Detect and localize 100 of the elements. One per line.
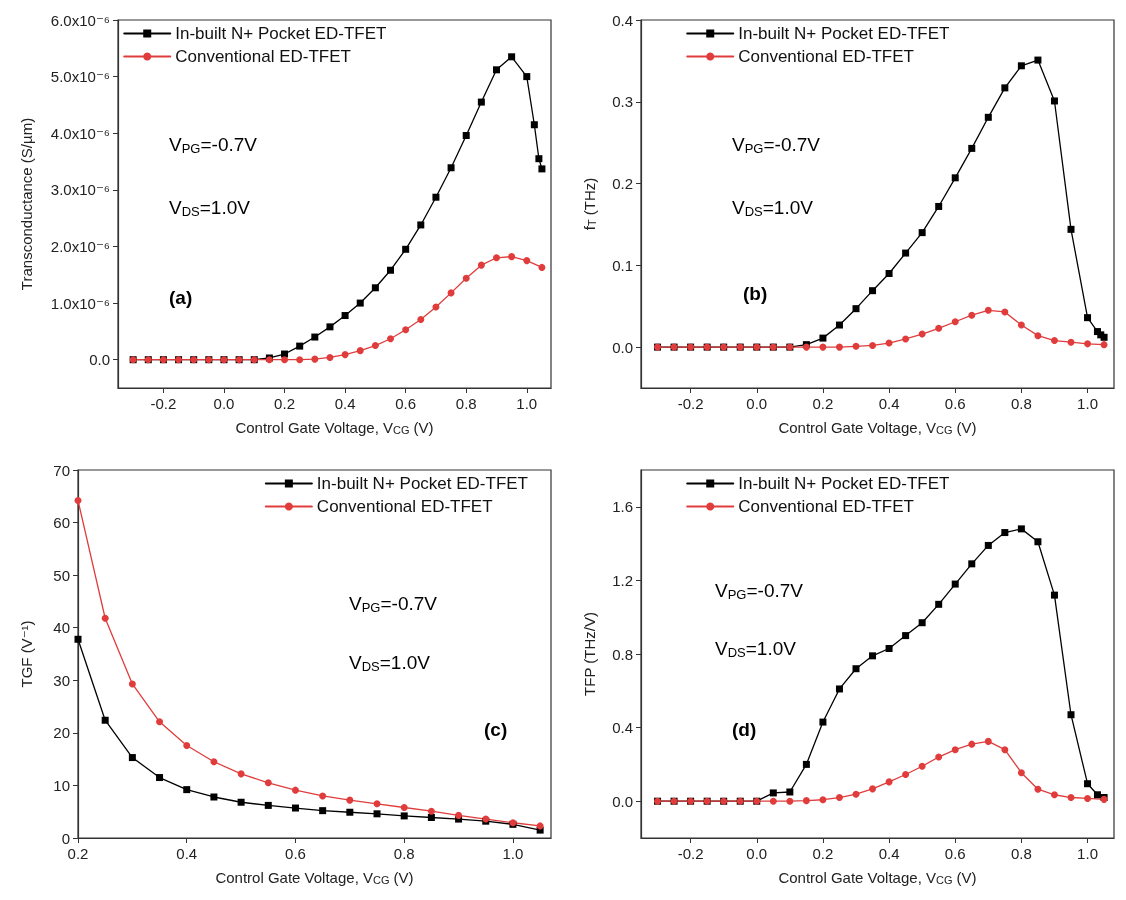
x-tick-label: -0.2 <box>677 845 704 862</box>
point <box>1017 525 1025 533</box>
annotation: (a) <box>169 287 193 308</box>
point <box>74 635 82 643</box>
point <box>432 193 440 201</box>
point <box>373 800 381 808</box>
point <box>968 311 976 319</box>
point <box>1084 780 1092 788</box>
point <box>447 164 455 172</box>
y-tick-label: 0.4 <box>612 11 633 29</box>
y-tick-label: 0.3 <box>612 93 633 111</box>
x-tick-label: 0.6 <box>944 845 966 862</box>
legend-label: Conventional ED-TFET <box>175 47 351 66</box>
x-axis-title: Control Gate Voltage, VCG (V) <box>778 869 977 886</box>
point <box>128 754 136 762</box>
y-tick-label: 40 <box>53 619 70 637</box>
annotation: (b) <box>743 283 768 304</box>
legend-label: Conventional ED-TFET <box>316 497 493 516</box>
x-tick-label: 0.4 <box>878 395 900 412</box>
x-tick-label: 0.2 <box>812 845 834 862</box>
point <box>984 306 992 314</box>
point <box>538 165 546 173</box>
point <box>902 632 910 640</box>
point <box>387 335 395 343</box>
y-tick-label: 0.0 <box>612 338 633 356</box>
point <box>387 266 395 274</box>
y-tick-label: 0.4 <box>612 719 633 737</box>
point <box>1001 308 1009 316</box>
x-tick-label: 0.0 <box>213 395 235 412</box>
point <box>869 287 877 295</box>
point <box>455 811 463 819</box>
point <box>1017 321 1025 329</box>
point <box>852 665 860 673</box>
point <box>371 342 379 350</box>
point <box>951 318 959 326</box>
point <box>984 737 992 745</box>
point <box>1017 769 1025 777</box>
point <box>264 779 272 787</box>
y-tick-label: 0 <box>61 829 70 847</box>
point <box>951 746 959 754</box>
point <box>101 716 109 724</box>
point <box>769 797 777 805</box>
y-tick-label: 4.0x10⁻⁶ <box>50 124 110 142</box>
point <box>1067 711 1075 719</box>
x-tick-label: 1.0 <box>1077 845 1098 862</box>
point <box>341 351 349 359</box>
point <box>1084 340 1092 348</box>
point <box>1050 337 1058 345</box>
point <box>1100 341 1108 349</box>
x-tick-label: 1.0 <box>516 395 538 412</box>
point <box>835 321 843 329</box>
x-tick-label: 0.6 <box>285 845 306 862</box>
y-axis-title: TFP (THz/V) <box>581 612 598 696</box>
point <box>935 324 943 332</box>
point <box>373 810 381 818</box>
point <box>183 786 191 794</box>
point <box>935 202 943 210</box>
y-tick-label: 0.0 <box>612 792 633 810</box>
point <box>835 685 843 693</box>
point <box>296 356 304 364</box>
point <box>1034 332 1042 340</box>
point <box>462 132 470 139</box>
point <box>508 53 516 61</box>
point <box>237 770 245 778</box>
y-tick-label: 30 <box>53 671 70 689</box>
x-tick-label: 0.8 <box>455 395 477 412</box>
point <box>968 144 976 152</box>
point <box>902 771 910 779</box>
point <box>918 229 926 237</box>
legend-label: Conventional ED-TFET <box>738 47 914 66</box>
point <box>1093 791 1101 799</box>
x-tick-label: 0.0 <box>746 395 768 412</box>
x-tick-label: 1.0 <box>502 845 524 862</box>
point <box>402 245 410 253</box>
point <box>1001 84 1009 92</box>
point <box>523 257 531 265</box>
point <box>918 619 926 627</box>
x-tick-label: 0.4 <box>878 845 900 862</box>
point <box>951 580 959 588</box>
point <box>183 741 191 749</box>
y-tick-label: 60 <box>53 514 70 532</box>
point <box>769 789 777 797</box>
x-axis-title: Control Gate Voltage, VCG (V) <box>778 419 977 436</box>
point <box>101 614 109 622</box>
point <box>902 249 910 257</box>
x-tick-label: 0.8 <box>1010 845 1032 862</box>
point <box>819 718 827 726</box>
point <box>869 652 877 660</box>
legend-label: In-built N+ Pocket ED-TFET <box>738 24 950 43</box>
x-axis-title: Control Gate Voltage, VCG (V) <box>235 419 434 436</box>
point <box>835 794 843 802</box>
point <box>968 740 976 748</box>
point <box>462 274 470 282</box>
point <box>346 796 354 804</box>
annotation: (c) <box>484 719 508 740</box>
y-tick-label: 6.0x10⁻⁶ <box>50 11 110 29</box>
y-tick-label: 0.8 <box>612 645 633 663</box>
y-tick-label: 70 <box>53 461 70 479</box>
point <box>210 758 218 766</box>
point <box>869 785 877 793</box>
